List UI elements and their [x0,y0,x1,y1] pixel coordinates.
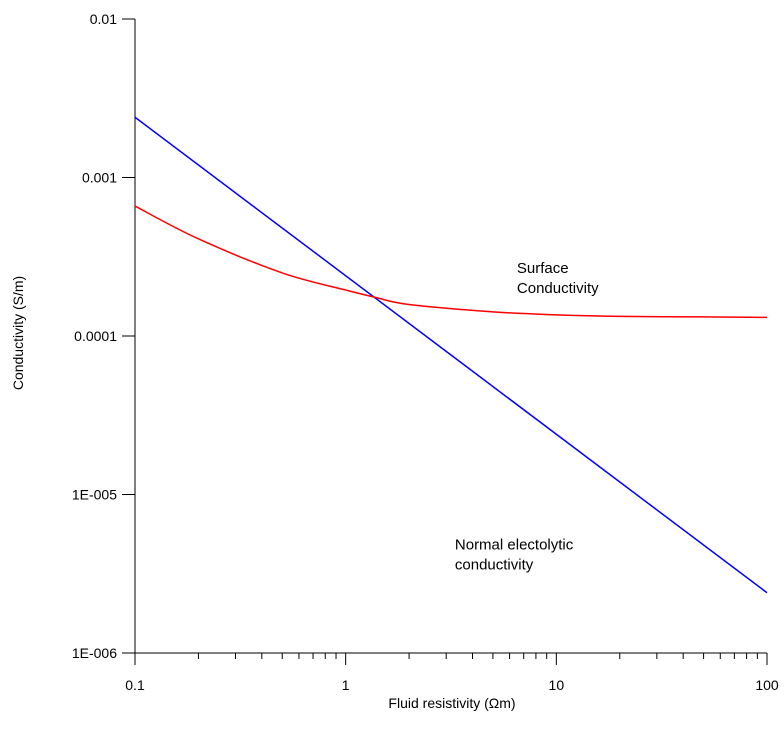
y-tick-label: 0.01 [90,11,117,27]
x-tick-label: 100 [755,677,779,693]
y-axis-label: Conductivity (S/m) [10,276,26,390]
y-tick-label: 1E-005 [72,487,117,503]
series-group [135,117,767,593]
surface-conductivity-annotation: Surface Conductivity [517,260,599,297]
annotation-line: conductivity [455,556,534,573]
annotation-line: Conductivity [517,280,599,297]
axes: 0.1 1 10 100 1E-006 1E-005 0.0001 0.001 0.01 [72,11,779,693]
annotations: Surface Conductivity Normal electolytic con… [455,260,599,574]
annotation-line: Surface [517,260,569,277]
y-tick-label: 0.0001 [74,328,117,344]
x-tick-label: 10 [549,677,565,693]
y-tick-label: 1E-006 [72,645,117,661]
annotation-line: Normal electolytic [455,536,574,553]
surface-conductivity-line [135,206,767,317]
electrolytic-conductivity-line [135,117,767,593]
electrolytic-conductivity-annotation: Normal electolytic conductivity [455,536,574,573]
x-axis-label: Fluid resistivity (Ωm) [388,695,515,711]
y-tick-label: 0.001 [82,170,117,186]
x-tick-label: 1 [342,677,350,693]
x-tick-label: 0.1 [125,677,145,693]
